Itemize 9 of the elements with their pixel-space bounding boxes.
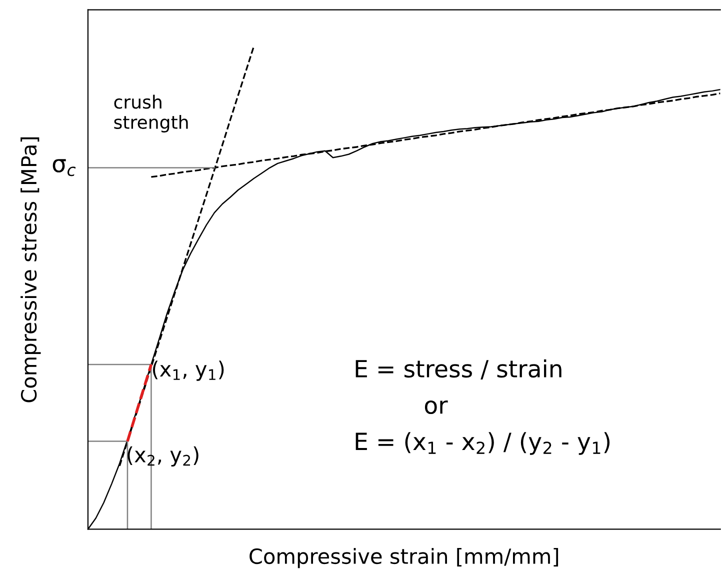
text: σ$_{c}$ bbox=[52, 159, 76, 176]
annotation: (x$_{2}$, y$_{2}$) bbox=[128, 446, 198, 467]
x-axis-title: Compressive strain [mm/mm] bbox=[250, 548, 558, 568]
annotation: (x$_{1}$, y$_{1}$) bbox=[152, 360, 224, 381]
annotation: or bbox=[424, 400, 448, 414]
annotation: E = stress / strain bbox=[356, 359, 562, 380]
annotation: crush strength bbox=[114, 94, 188, 132]
y-axis-title: Compressive stress [MPa] bbox=[20, 137, 41, 402]
text: E = (x$_{1}$ - x$_{2}$) / (y$_{2}$ - y$_{1}$) bbox=[356, 432, 610, 455]
